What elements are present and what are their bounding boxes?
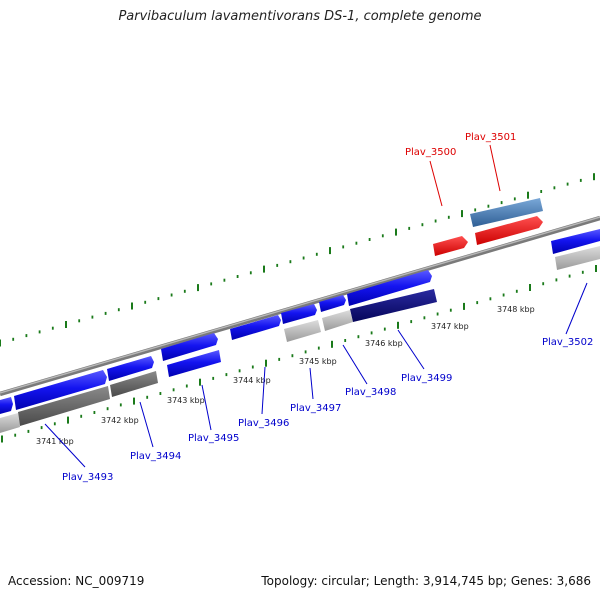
- leader-3498: [342, 344, 368, 385]
- gene-label-3493[interactable]: Plav_3493: [62, 472, 113, 483]
- gene-label-3501[interactable]: Plav_3501: [465, 132, 516, 143]
- gene-labels: Plav_3493 Plav_3494 Plav_3495 Plav_3496 …: [62, 132, 593, 483]
- gene-label-3499[interactable]: Plav_3499: [401, 373, 452, 384]
- gene-arrow-3494-b[interactable]: [110, 371, 158, 397]
- gene-arrow-3499-b[interactable]: [350, 289, 437, 322]
- gene-label-3498[interactable]: Plav_3498: [345, 387, 396, 398]
- inner-scale-ring: [1, 265, 597, 443]
- genome-backbone: [0, 215, 600, 397]
- gene-label-3502[interactable]: Plav_3502: [542, 337, 593, 348]
- leader-3501: [489, 144, 501, 192]
- gene-label-3500[interactable]: Plav_3500: [405, 147, 456, 158]
- leader-3496: [261, 366, 266, 415]
- gene-arrow-3494-a[interactable]: [107, 356, 154, 381]
- gene-label-3497[interactable]: Plav_3497: [290, 403, 341, 414]
- tick-label-3745: 3745 kbp: [299, 357, 337, 366]
- topology-summary: Topology: circular; Length: 3,914,745 bp…: [261, 574, 591, 588]
- gene-label-3495[interactable]: Plav_3495: [188, 433, 239, 444]
- accession-label: Accession: NC_009719: [8, 574, 145, 588]
- leader-3500: [429, 160, 443, 207]
- gene-arrow-edge-left-1[interactable]: [0, 397, 13, 414]
- tick-label-3748: 3748 kbp: [497, 305, 535, 314]
- leader-3495: [201, 384, 212, 431]
- gene-label-3494[interactable]: Plav_3494: [130, 451, 181, 462]
- gene-arrow-3493-a[interactable]: [14, 370, 107, 410]
- gene-arrow-3501-a[interactable]: [475, 216, 543, 245]
- leader-3494: [139, 401, 154, 448]
- leader-3497: [309, 367, 314, 400]
- gene-arrow-3497-b[interactable]: [284, 320, 321, 342]
- tick-label-3743: 3743 kbp: [167, 396, 205, 405]
- gene-arrow-3493-b[interactable]: [18, 386, 110, 426]
- gene-arrow-3497-a[interactable]: [281, 304, 317, 324]
- tick-label-3742: 3742 kbp: [101, 416, 139, 425]
- gene-features: [0, 198, 600, 433]
- gene-arrow-3501-b[interactable]: [470, 198, 543, 227]
- outer-scale-ring: [0, 173, 595, 347]
- gene-arrow-3500[interactable]: [433, 236, 468, 256]
- gene-label-3496[interactable]: Plav_3496: [238, 418, 289, 429]
- tick-label-3744: 3744 kbp: [233, 376, 271, 385]
- tick-label-3747: 3747 kbp: [431, 322, 469, 331]
- gene-arrow-3502-b[interactable]: [555, 246, 600, 270]
- leader-3499: [397, 329, 425, 370]
- gene-arrow-3496[interactable]: [230, 315, 281, 340]
- leader-3493: [44, 423, 86, 468]
- gene-arrow-3499-a[interactable]: [347, 270, 432, 306]
- gene-arrow-3498-b[interactable]: [322, 310, 353, 331]
- gene-arrow-3498-a[interactable]: [319, 295, 346, 312]
- scale-tick-labels: 3741 kbp 3742 kbp 3743 kbp 3744 kbp 3745…: [36, 305, 535, 446]
- leader-3502: [565, 282, 588, 335]
- gene-arrow-3495-b[interactable]: [167, 350, 221, 377]
- tick-label-3741: 3741 kbp: [36, 437, 74, 446]
- tick-label-3746: 3746 kbp: [365, 339, 403, 348]
- gene-arrow-3495-a[interactable]: [161, 333, 218, 361]
- genome-title: Parvibaculum lavamentivorans DS-1, compl…: [118, 9, 482, 24]
- gene-arrow-edge-left-2[interactable]: [0, 413, 20, 433]
- gene-label-leaders: [44, 144, 588, 468]
- gene-arrow-3502-a[interactable]: [551, 229, 600, 254]
